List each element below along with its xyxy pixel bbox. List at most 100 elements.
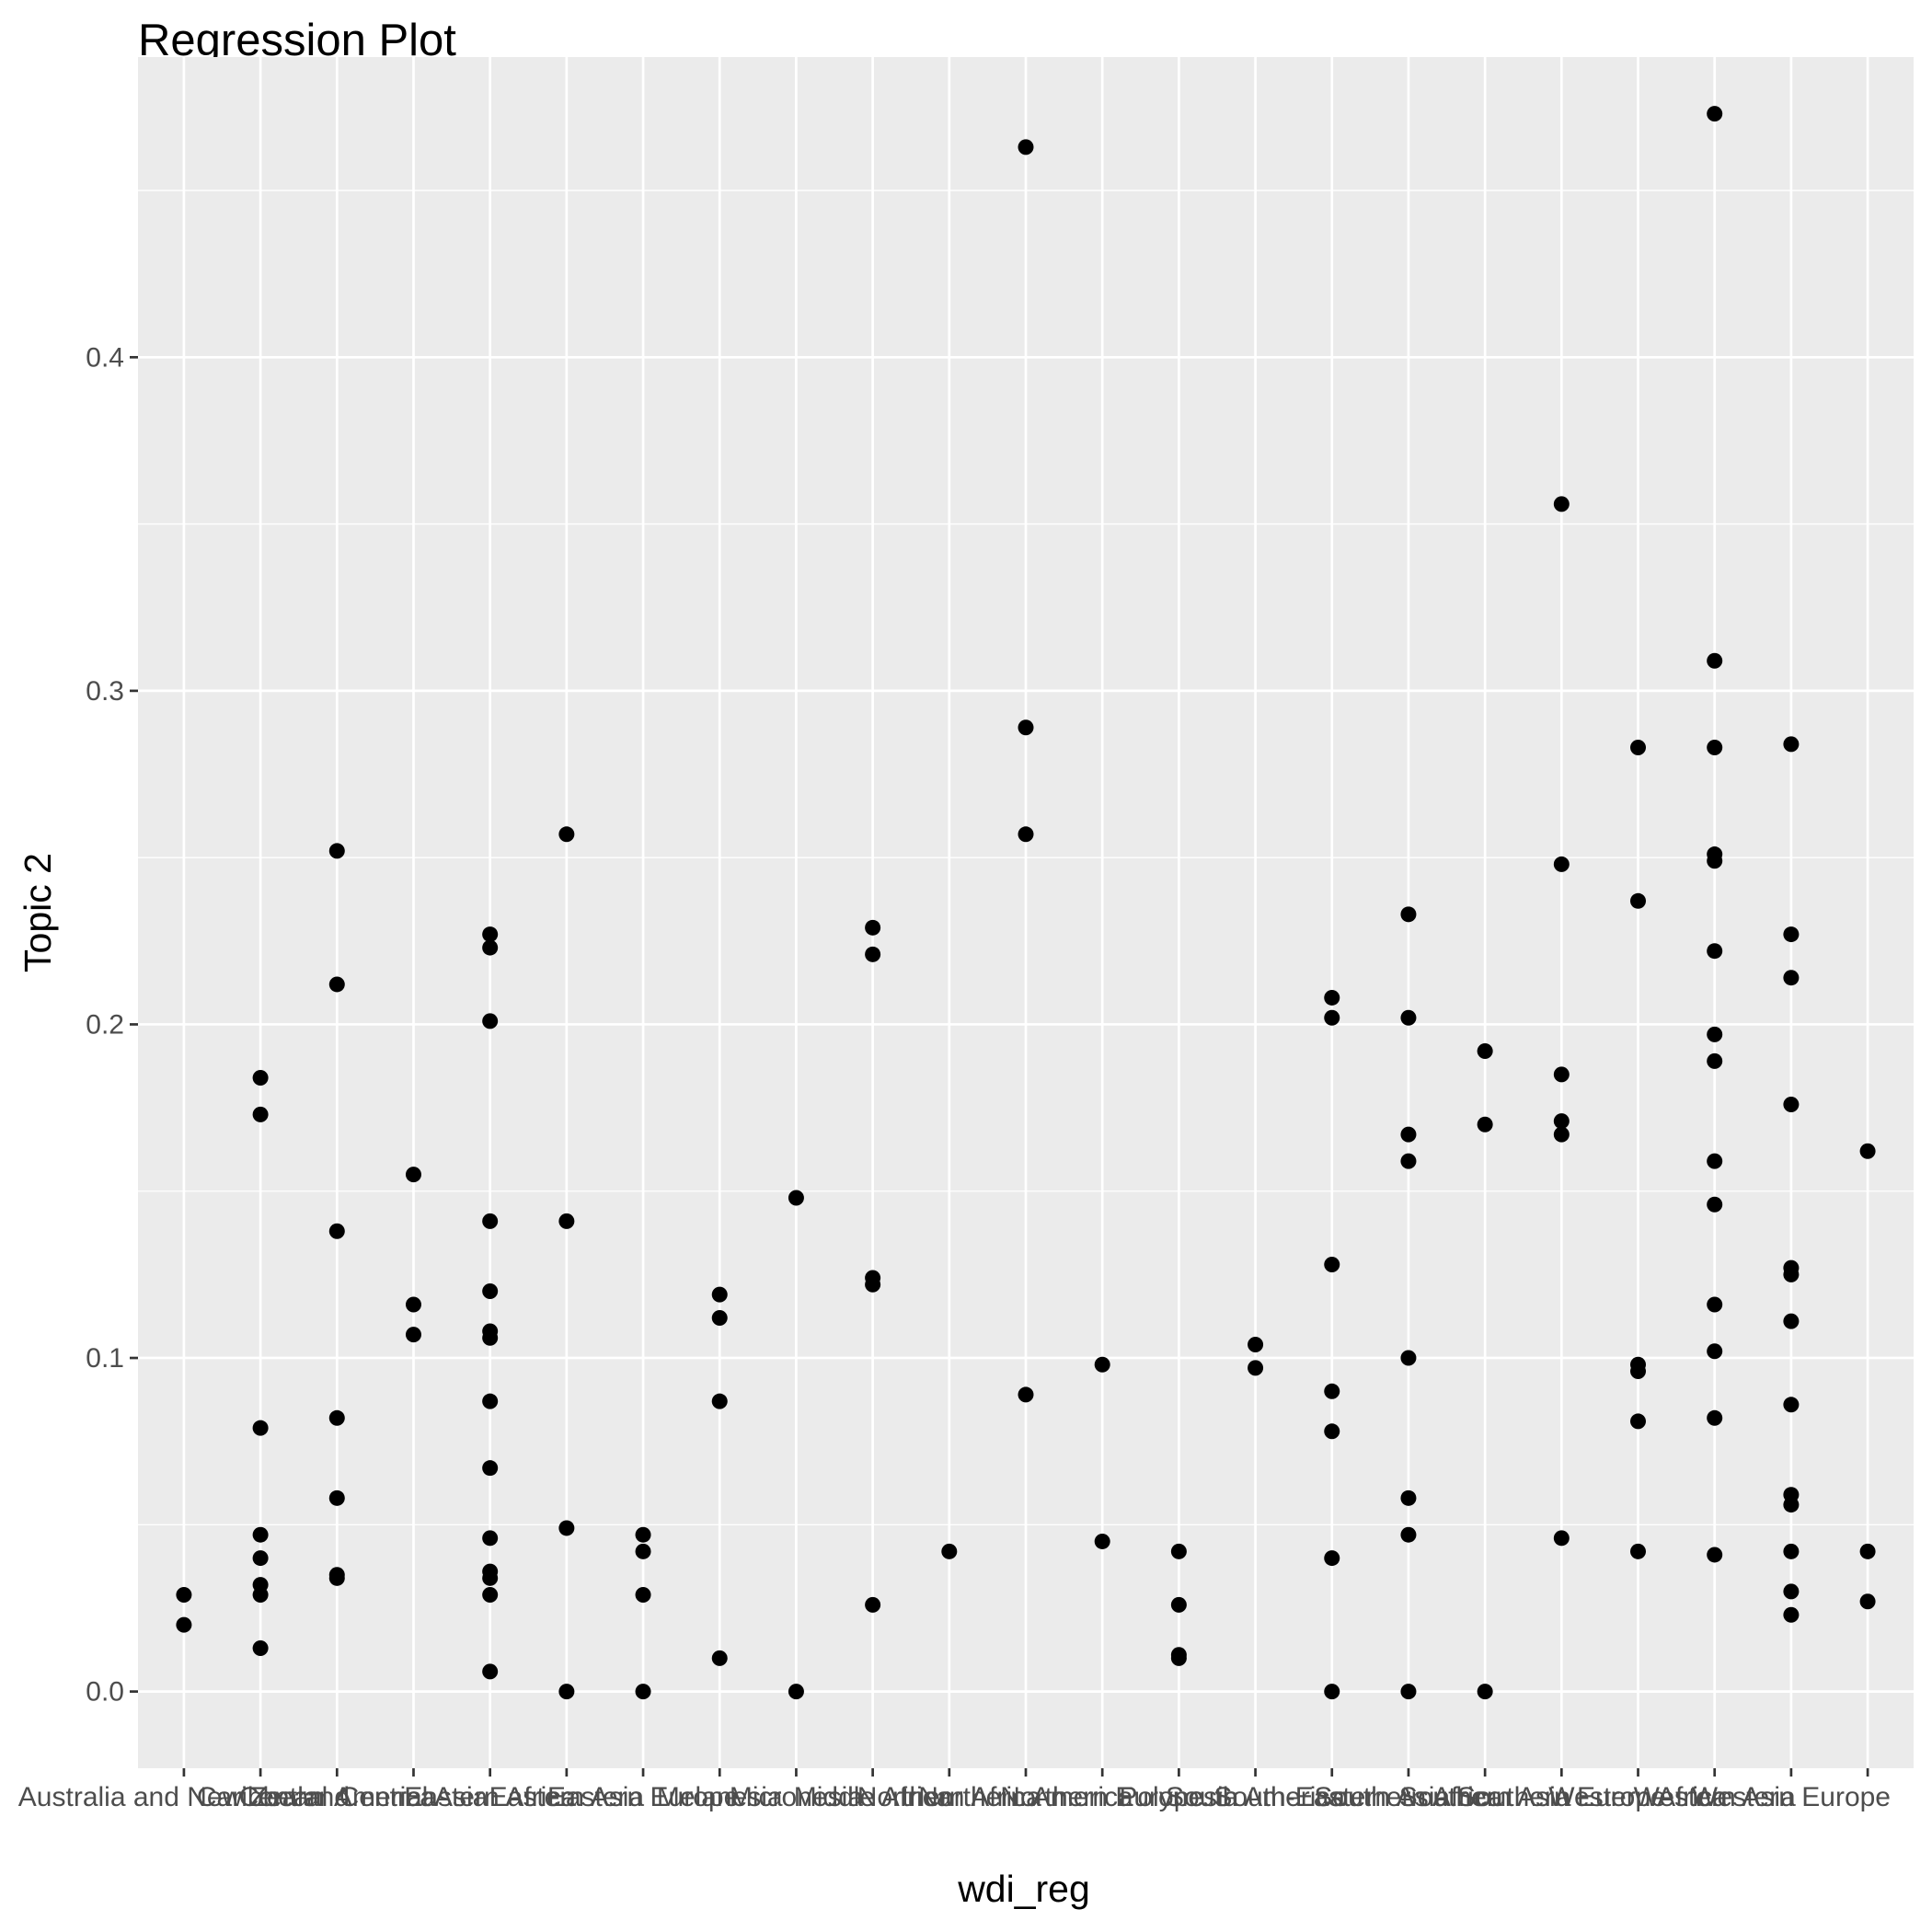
data-point [1553, 496, 1570, 512]
data-point [252, 1420, 269, 1436]
data-point [482, 1570, 499, 1586]
grid-lines [138, 57, 1914, 1768]
data-point [635, 1586, 651, 1603]
data-point [788, 1684, 804, 1700]
x-tick-label: Central America [239, 1782, 436, 1812]
data-point [1783, 1397, 1800, 1413]
data-point [328, 1489, 345, 1506]
x-tick-label: Western Africa [1548, 1782, 1728, 1812]
data-point [711, 1650, 728, 1666]
data-point [1630, 1413, 1647, 1430]
data-point [252, 1586, 269, 1603]
data-point [1400, 1126, 1417, 1143]
data-point [1783, 1096, 1800, 1112]
y-axis-title: Topic 2 [17, 853, 59, 972]
data-point [328, 1570, 345, 1586]
data-point [1170, 1650, 1187, 1666]
data-point [1400, 1489, 1417, 1506]
data-point [1170, 1543, 1187, 1559]
data-point [1707, 1052, 1723, 1069]
data-point [1094, 1356, 1110, 1373]
data-point [1707, 652, 1723, 669]
data-point [482, 1530, 499, 1547]
data-point [252, 1639, 269, 1656]
x-tick-label: Southern Asia [1399, 1782, 1571, 1812]
data-point [1324, 1423, 1340, 1440]
data-point [1707, 1409, 1723, 1426]
y-tick-label: 0.1 [86, 1343, 124, 1374]
data-point [252, 1069, 269, 1086]
data-point [711, 1393, 728, 1409]
data-point [941, 1543, 958, 1559]
data-point [1248, 1337, 1264, 1353]
data-point [711, 1310, 728, 1327]
data-point [252, 1550, 269, 1567]
data-point [1859, 1543, 1876, 1559]
data-point [1553, 1066, 1570, 1083]
data-point [328, 1409, 345, 1426]
data-point [482, 1013, 499, 1029]
data-point [788, 1190, 804, 1206]
data-point [1707, 1343, 1723, 1360]
x-tick-label: Southern Europe [1457, 1782, 1666, 1812]
x-tick-label: Eastern Asia [489, 1782, 645, 1812]
data-point [1324, 1550, 1340, 1567]
data-point [1783, 1313, 1800, 1329]
data-point [1630, 892, 1647, 909]
data-point [482, 1586, 499, 1603]
data-point [1859, 1143, 1876, 1159]
data-point [482, 1663, 499, 1680]
x-tick-label: Central Asia [339, 1782, 489, 1812]
data-point [1400, 1526, 1417, 1543]
x-tick-label: Caribbean [197, 1782, 324, 1812]
x-tick-label: Eastern Africa [404, 1782, 576, 1812]
axis-ticks [130, 355, 1869, 1777]
data-point [252, 1106, 269, 1122]
x-axis-title: wdi_reg [957, 1868, 1090, 1910]
data-points [176, 106, 1876, 1700]
data-point [1324, 989, 1340, 1006]
y-tick-label: 0.4 [86, 342, 124, 373]
data-point [1707, 1547, 1723, 1563]
data-point [328, 843, 345, 859]
data-point [482, 1329, 499, 1346]
x-tick-label: Western Asia [1634, 1782, 1797, 1812]
x-tick-labels: Australia and New ZealandCaribbeanCentra… [18, 1782, 1891, 1812]
data-point [1400, 1009, 1417, 1026]
data-point [1553, 856, 1570, 872]
data-point [1707, 1296, 1723, 1313]
x-tick-label: Northern Europe [1000, 1782, 1204, 1812]
data-point [1783, 1497, 1800, 1513]
y-tick-label: 0.0 [86, 1677, 124, 1708]
data-point [1248, 1360, 1264, 1376]
data-point [635, 1543, 651, 1559]
data-point [1707, 106, 1723, 122]
data-point [405, 1167, 421, 1183]
data-point [1018, 139, 1034, 155]
data-point [328, 976, 345, 993]
data-point [1707, 1196, 1723, 1213]
data-point [1400, 906, 1417, 923]
data-point [328, 1223, 345, 1239]
data-point [1400, 1684, 1417, 1700]
data-point [1018, 719, 1034, 736]
data-point [1783, 1543, 1800, 1559]
data-point [558, 826, 575, 843]
data-point [482, 1393, 499, 1409]
x-tick-label: Southern Africa [1314, 1782, 1502, 1812]
data-point [1018, 826, 1034, 843]
data-point [1400, 1350, 1417, 1366]
data-point [1553, 1530, 1570, 1547]
data-point [1477, 1116, 1493, 1133]
data-point [1324, 1257, 1340, 1273]
data-point [865, 946, 881, 962]
data-point [1783, 736, 1800, 753]
data-point [1553, 1126, 1570, 1143]
data-point [482, 926, 499, 943]
y-tick-labels: 0.0 0.1 0.2 0.3 0.4 [86, 342, 124, 1707]
data-point [482, 1460, 499, 1477]
data-point [1783, 1583, 1800, 1600]
y-tick-label: 0.3 [86, 676, 124, 707]
data-point [252, 1526, 269, 1543]
data-point [558, 1684, 575, 1700]
